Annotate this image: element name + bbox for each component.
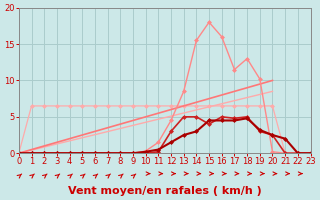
X-axis label: Vent moyen/en rafales ( km/h ): Vent moyen/en rafales ( km/h ) xyxy=(68,186,261,196)
